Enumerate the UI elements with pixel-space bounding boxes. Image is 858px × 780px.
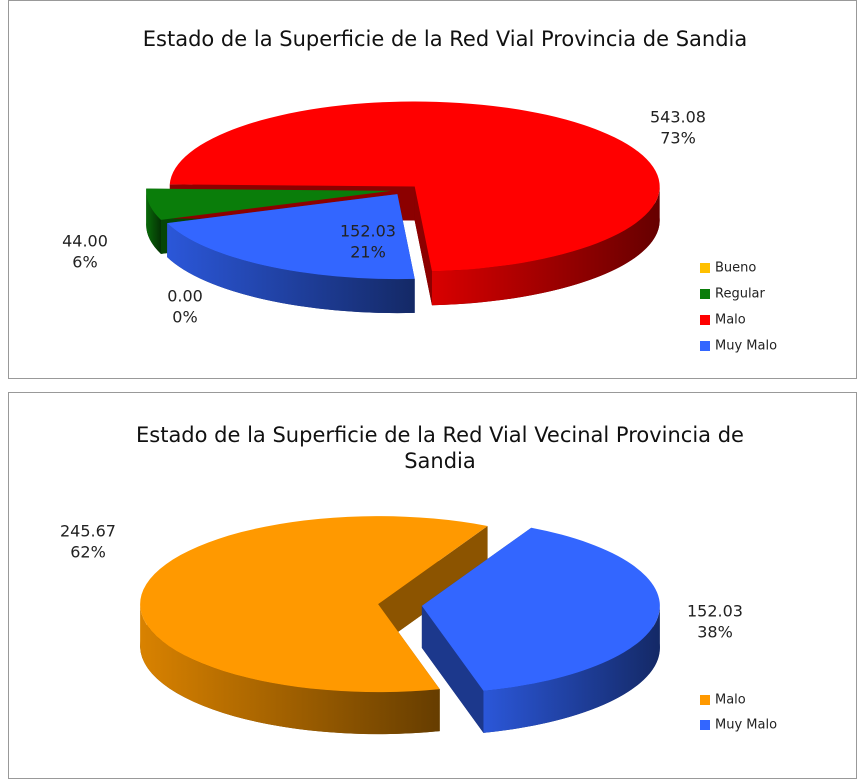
legend-swatch [700,341,710,351]
slice-side [146,190,161,254]
percent-label: 62% [70,543,106,562]
pie-slice [167,194,415,280]
legend-label: Bueno [715,261,756,276]
slice-side [431,186,660,306]
data-label: 152.03 [340,222,396,241]
slice-side [167,223,415,314]
data-label: 543.08 [650,108,706,127]
legend-swatch [700,263,710,273]
slice-face [378,525,488,647]
percent-label: 21% [350,243,386,262]
slice-side [140,604,440,735]
slice-face [414,186,432,306]
slice-face [421,605,484,733]
chart-title: Estado de la Superficie de la Red Vial P… [142,27,748,51]
pie-slice [169,101,660,272]
data-label: 245.67 [60,522,116,541]
data-label: 152.03 [687,602,743,621]
pie-slice [161,191,392,221]
legend-label: Malo [715,313,746,328]
legend-label: Muy Malo [715,339,777,354]
percent-label: 73% [660,129,696,148]
slice-side [483,605,660,733]
chart-frame [8,0,857,379]
legend-swatch [700,720,710,730]
percent-label: 0% [172,308,197,327]
legend-swatch [700,695,710,705]
percent-label: 38% [697,623,733,642]
pie-slice [146,188,392,220]
legend-swatch [700,289,710,299]
percent-label: 6% [72,253,97,272]
legend-swatch [700,315,710,325]
pie-slice [421,527,660,691]
legend-label: Muy Malo [715,718,777,733]
chart-title: Estado de la Superficie de la Red Vial V… [136,423,744,473]
data-label: 0.00 [167,287,203,306]
legend-label: Regular [715,287,766,302]
data-label: 44.00 [62,232,108,251]
legend-label: Malo [715,693,746,708]
chart-frame [8,392,857,779]
pie-slice [140,516,488,693]
